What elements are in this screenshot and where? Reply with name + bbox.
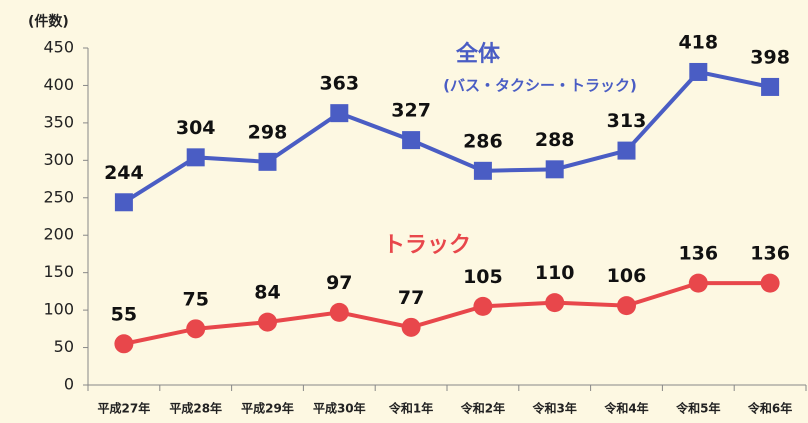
data-label: 288 [535, 129, 575, 151]
y-tick-label: 200 [43, 225, 74, 244]
data-label: 84 [254, 282, 280, 304]
data-label: 298 [248, 121, 288, 143]
x-tick-label: 令和1年 [388, 401, 433, 416]
data-label: 286 [463, 130, 503, 152]
x-tick-label: 令和2年 [460, 401, 505, 416]
marker [329, 302, 349, 322]
data-label: 418 [678, 31, 718, 53]
data-label: 136 [678, 243, 718, 265]
series-line [123, 281, 771, 346]
series-label: 全体 [455, 41, 501, 67]
marker [688, 273, 708, 293]
x-tick-label: 令和6年 [747, 401, 792, 416]
x-tick-label: 平成27年 [98, 401, 151, 416]
marker [617, 296, 636, 316]
y-tick-label: 450 [43, 38, 74, 57]
marker [761, 77, 780, 96]
x-tick-label: 令和3年 [532, 401, 577, 416]
y-tick-label: 100 [43, 300, 74, 319]
data-label: 106 [607, 265, 647, 287]
marker [617, 141, 636, 160]
marker [545, 160, 564, 179]
y-tick-label: 400 [43, 75, 74, 94]
marker [258, 312, 277, 332]
data-label: 105 [463, 266, 503, 288]
data-label: 55 [111, 303, 137, 325]
x-tick-label: 平成28年 [169, 401, 222, 416]
marker [689, 62, 708, 81]
data-label: 327 [391, 100, 431, 122]
series-label: トラック [383, 233, 471, 258]
data-label: 398 [750, 46, 790, 68]
y-tick-label: 50 [54, 337, 74, 356]
marker [760, 273, 780, 293]
data-label: 97 [326, 272, 352, 294]
data-label: 75 [182, 288, 208, 310]
marker [545, 293, 565, 313]
data-label: 363 [319, 73, 359, 95]
marker [473, 296, 493, 316]
x-tick-label: 令和4年 [603, 401, 648, 416]
y-tick-label: 150 [43, 262, 74, 281]
marker [473, 161, 492, 180]
marker [402, 131, 421, 150]
data-label: 304 [176, 117, 216, 139]
series-line [122, 69, 771, 204]
y-tick-label: 300 [43, 150, 74, 169]
data-label: 136 [750, 243, 790, 265]
marker [114, 334, 134, 354]
data-label: 313 [607, 110, 647, 132]
data-label: 77 [398, 287, 424, 309]
marker [401, 317, 421, 337]
x-tick-label: 令和5年 [675, 401, 720, 416]
x-tick-label: 平成30年 [313, 401, 366, 416]
marker [330, 104, 349, 123]
data-label: 110 [535, 262, 575, 284]
marker [186, 148, 205, 167]
series-subtitle: (バス・タクシー・トラック) [443, 77, 637, 95]
y-tick-label: 250 [43, 187, 74, 206]
marker [258, 152, 277, 171]
y-axis-label: (件数) [28, 13, 69, 30]
x-tick-label: 平成29年 [241, 401, 294, 416]
y-tick-label: 0 [64, 375, 74, 394]
marker [186, 319, 206, 339]
y-tick-label: 350 [43, 112, 74, 131]
marker [114, 193, 133, 212]
data-label: 244 [104, 162, 144, 184]
